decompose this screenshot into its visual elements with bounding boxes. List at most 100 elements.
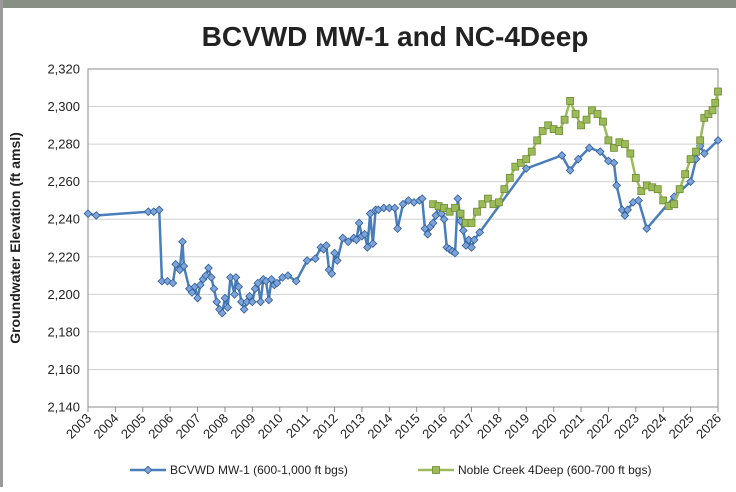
data-point bbox=[171, 259, 181, 269]
data-point bbox=[178, 237, 187, 247]
data-point bbox=[368, 239, 378, 248]
data-point bbox=[711, 98, 720, 107]
data-point bbox=[253, 278, 263, 288]
y-tick-label: 2,260 bbox=[47, 174, 80, 189]
data-point bbox=[565, 166, 575, 175]
chart-title: BCVWD MW-1 and NC-4Deep bbox=[202, 21, 589, 52]
data-point bbox=[467, 219, 476, 227]
data-point bbox=[272, 278, 282, 288]
data-point bbox=[354, 218, 364, 228]
data-point bbox=[310, 254, 320, 264]
data-point bbox=[363, 243, 372, 252]
legend-label: BCVWD MW-1 (600-1,000 ft bgs) bbox=[170, 463, 348, 477]
data-point bbox=[321, 241, 331, 250]
data-point bbox=[360, 229, 370, 239]
data-point bbox=[283, 271, 293, 280]
data-point bbox=[187, 288, 197, 297]
data-point bbox=[458, 226, 468, 235]
y-tick-label: 2,320 bbox=[47, 62, 80, 77]
data-point bbox=[593, 110, 602, 118]
data-point bbox=[469, 235, 479, 245]
data-point bbox=[599, 117, 607, 126]
data-point bbox=[247, 297, 257, 307]
data-point bbox=[620, 140, 629, 149]
y-tick-label: 2,180 bbox=[47, 324, 80, 339]
data-point bbox=[302, 256, 312, 265]
data-point bbox=[451, 204, 459, 212]
y-tick-label: 2,300 bbox=[47, 99, 80, 114]
legend-marker bbox=[143, 465, 153, 475]
data-point bbox=[450, 248, 460, 258]
data-point bbox=[713, 135, 723, 145]
data-point bbox=[343, 237, 353, 247]
data-point bbox=[168, 278, 178, 288]
data-point bbox=[154, 205, 164, 215]
data-point bbox=[686, 177, 695, 187]
data-point bbox=[604, 156, 613, 166]
data-point bbox=[91, 211, 101, 220]
data-point bbox=[714, 87, 722, 96]
data-point bbox=[338, 233, 348, 243]
data-point bbox=[206, 273, 216, 282]
data-point bbox=[250, 284, 260, 294]
data-point bbox=[566, 97, 574, 105]
data-point bbox=[195, 280, 205, 290]
data-point bbox=[631, 174, 640, 182]
data-point bbox=[670, 200, 679, 209]
y-tick-label: 2,160 bbox=[47, 362, 80, 377]
data-point bbox=[217, 308, 227, 318]
data-point bbox=[352, 235, 361, 245]
left-edge bbox=[0, 0, 3, 487]
data-point bbox=[692, 147, 700, 156]
data-point bbox=[653, 185, 662, 194]
data-point bbox=[555, 127, 564, 135]
data-point bbox=[533, 136, 542, 145]
data-point bbox=[494, 198, 503, 207]
legend-label: Noble Creek 4Deep (600-700 ft bgs) bbox=[458, 463, 651, 477]
top-strip bbox=[0, 0, 736, 8]
data-point bbox=[456, 209, 465, 218]
data-point bbox=[681, 170, 690, 179]
data-point bbox=[478, 200, 487, 209]
data-point bbox=[428, 218, 438, 228]
data-point bbox=[708, 106, 717, 115]
y-tick-label: 2,200 bbox=[47, 287, 80, 302]
data-point bbox=[584, 143, 594, 153]
data-point bbox=[473, 207, 481, 216]
y-tick-label: 2,140 bbox=[47, 400, 80, 415]
data-point bbox=[245, 291, 254, 301]
data-point bbox=[423, 229, 433, 239]
data-point bbox=[83, 209, 93, 218]
data-point bbox=[595, 147, 605, 156]
data-point bbox=[623, 205, 632, 215]
data-point bbox=[699, 149, 709, 158]
data-point bbox=[267, 274, 276, 284]
data-point bbox=[634, 196, 643, 205]
data-point bbox=[505, 174, 514, 182]
data-point bbox=[439, 214, 449, 224]
data-point bbox=[538, 127, 547, 135]
plot-frame bbox=[87, 68, 719, 408]
data-point bbox=[527, 147, 536, 156]
data-point bbox=[417, 194, 427, 203]
data-point bbox=[571, 110, 580, 118]
data-point bbox=[330, 248, 339, 258]
data-point bbox=[620, 211, 630, 220]
data-point bbox=[500, 185, 509, 194]
data-point bbox=[230, 289, 239, 299]
data-point bbox=[686, 155, 695, 164]
data-point bbox=[163, 276, 172, 286]
data-point bbox=[626, 149, 635, 158]
data-point bbox=[332, 256, 342, 265]
data-point bbox=[327, 269, 337, 279]
data-point bbox=[264, 295, 274, 305]
data-point bbox=[467, 243, 476, 252]
data-point bbox=[560, 115, 569, 124]
data-point bbox=[573, 154, 583, 164]
data-point bbox=[204, 263, 213, 273]
data-point bbox=[577, 121, 585, 130]
data-point bbox=[484, 194, 492, 203]
data-point bbox=[209, 284, 219, 294]
data-point bbox=[212, 297, 222, 307]
